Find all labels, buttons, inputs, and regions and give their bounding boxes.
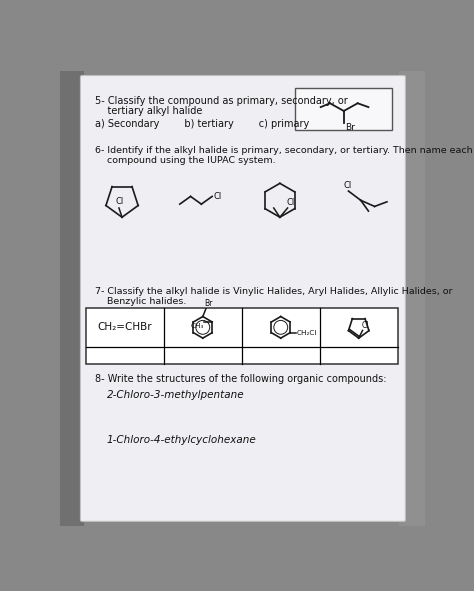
Text: CH₂=CHBr: CH₂=CHBr: [98, 322, 152, 332]
Text: Br: Br: [346, 124, 355, 132]
Bar: [61, 71, 83, 526]
Text: Cl: Cl: [362, 321, 369, 330]
Text: Cl: Cl: [286, 198, 294, 207]
Text: Cl: Cl: [116, 197, 124, 206]
Text: Cl: Cl: [214, 192, 222, 201]
Text: Br: Br: [204, 299, 213, 308]
Text: 2-Chloro-3-methylpentane: 2-Chloro-3-methylpentane: [107, 391, 244, 401]
Text: compound using the IUPAC system.: compound using the IUPAC system.: [95, 157, 276, 165]
Text: a) Secondary        b) tertiary        c) primary: a) Secondary b) tertiary c) primary: [95, 119, 310, 129]
Bar: [295, 88, 392, 130]
Text: 6- Identify if the alkyl halide is primary, secondary, or tertiary. Then name ea: 6- Identify if the alkyl halide is prima…: [95, 147, 473, 155]
Text: Benzylic halides.: Benzylic halides.: [95, 297, 186, 306]
Text: CH₃: CH₃: [190, 323, 204, 329]
Text: tertiary alkyl halide: tertiary alkyl halide: [95, 106, 202, 116]
Text: 8- Write the structures of the following organic compounds:: 8- Write the structures of the following…: [95, 374, 387, 384]
Text: 5- Classify the compound as primary, secondary, or: 5- Classify the compound as primary, sec…: [95, 96, 348, 106]
Bar: [83, 71, 399, 526]
Text: CH₂Cl: CH₂Cl: [297, 330, 318, 336]
Text: 7- Classify the alkyl halide is Vinylic Halides, Aryl Halides, Allylic Halides, : 7- Classify the alkyl halide is Vinylic …: [95, 287, 453, 296]
Text: 1-Chloro-4-ethylcyclohexane: 1-Chloro-4-ethylcyclohexane: [107, 435, 256, 445]
Bar: [86, 308, 398, 363]
Bar: [399, 71, 425, 526]
Text: Cl: Cl: [344, 181, 352, 190]
FancyBboxPatch shape: [81, 76, 405, 521]
